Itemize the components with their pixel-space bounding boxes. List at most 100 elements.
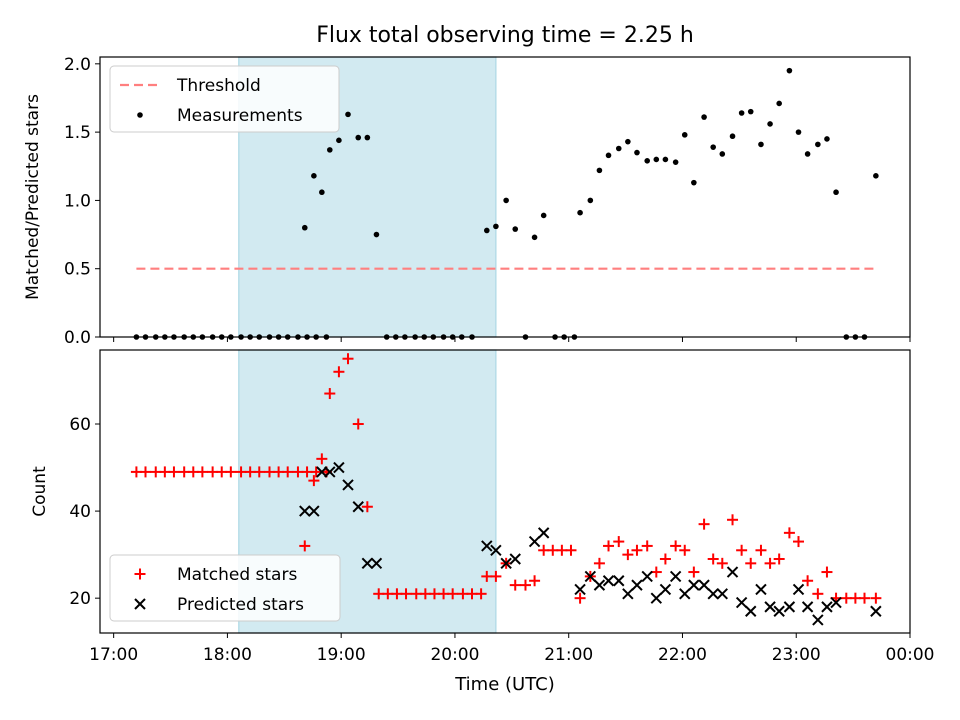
legend-predicted-swatch-b xyxy=(134,598,146,610)
matched-star-point xyxy=(603,540,615,552)
matched-star-point xyxy=(593,557,605,569)
top-panel: 0.0 0.5 1.0 1.5 2.0 Matched/Predicted stars Th… xyxy=(23,55,911,348)
matched-star-point xyxy=(565,544,577,556)
predicted-star-point xyxy=(716,588,728,600)
predicted-star-point xyxy=(688,579,700,591)
matched-star-point xyxy=(400,588,412,600)
matched-star-point xyxy=(324,388,336,400)
predicted-star-stroke-b xyxy=(801,601,814,613)
measurement-point xyxy=(531,234,538,241)
y-axis-label: Count xyxy=(30,466,50,517)
legend-label: Matched stars xyxy=(177,565,297,585)
predicted-star-stroke-b xyxy=(333,461,345,474)
measurement-point xyxy=(758,141,764,148)
matched-star-point xyxy=(196,466,208,478)
predicted-star-stroke-b xyxy=(490,544,502,556)
y-tick-label: 1.0 xyxy=(64,191,91,211)
measurement-point xyxy=(605,152,612,159)
measurement-point xyxy=(681,132,688,138)
legend: Threshold Measurements xyxy=(109,65,340,133)
matched-star-point xyxy=(802,575,814,587)
legend-label: Predicted stars xyxy=(177,595,304,615)
matched-star-point xyxy=(613,536,625,548)
measurement-point xyxy=(815,141,821,148)
predicted-star-stroke-b xyxy=(870,605,882,617)
measurement-point xyxy=(345,111,351,118)
measurement-point xyxy=(747,108,754,115)
measurement-point xyxy=(653,156,660,163)
matched-star-point xyxy=(509,579,521,591)
predicted-star-point xyxy=(821,601,833,613)
matched-star-point xyxy=(679,544,691,556)
predicted-star-stroke-b xyxy=(584,570,597,583)
matched-star-point xyxy=(764,557,776,569)
axes-frame xyxy=(99,56,911,338)
predicted-star-stroke-b xyxy=(764,601,776,613)
predicted-star-point xyxy=(324,466,336,478)
predicted-star-stroke-b xyxy=(707,588,719,600)
matched-star-point xyxy=(727,514,739,526)
measurement-point xyxy=(738,110,745,116)
predicted-star-stroke-b xyxy=(688,579,700,591)
predicted-star-point xyxy=(735,596,748,609)
predicted-star-point xyxy=(613,575,625,587)
y-tick-label: 1.5 xyxy=(64,123,91,143)
predicted-star-point xyxy=(361,557,374,570)
matched-star-point xyxy=(698,518,710,530)
measurement-point xyxy=(804,151,811,157)
predicted-star-point xyxy=(509,553,521,565)
predicted-star-point xyxy=(528,535,541,548)
predicted-star-point xyxy=(745,605,757,617)
matched-star-point xyxy=(529,575,541,587)
predicted-star-stroke-b xyxy=(509,553,521,565)
predicted-star-stroke-b xyxy=(352,501,364,513)
x-tick-label: 20:00 xyxy=(430,645,479,665)
y-tick-label: 20 xyxy=(69,589,91,609)
predicted-star-stroke-b xyxy=(659,583,672,596)
matched-star-point xyxy=(140,466,152,478)
measurement-point xyxy=(729,133,736,140)
matched-star-point xyxy=(168,466,180,478)
matched-star-point xyxy=(342,353,354,365)
predicted-star-point xyxy=(602,575,615,587)
measurement-point xyxy=(786,67,793,74)
matched-star-point xyxy=(670,540,682,552)
measurement-point xyxy=(540,212,547,219)
predicted-star-point xyxy=(584,570,597,583)
predicted-star-stroke-b xyxy=(613,575,625,587)
predicted-star-stroke-b xyxy=(593,579,606,591)
matched-star-point xyxy=(707,553,719,565)
matched-star-point xyxy=(812,588,824,600)
predicted-star-point xyxy=(631,579,643,591)
predicted-star-point xyxy=(755,583,767,596)
predicted-star-point xyxy=(352,501,364,513)
predicted-star-point xyxy=(342,479,354,491)
predicted-star-point xyxy=(669,570,682,583)
matched-star-point xyxy=(736,544,748,556)
predicted-star-point xyxy=(574,583,586,596)
predicted-star-stroke-b xyxy=(361,557,374,570)
predicted-star-stroke-b xyxy=(308,505,320,517)
measurement-point xyxy=(644,158,651,164)
y-tick-label: 0.0 xyxy=(64,328,91,348)
predicted-star-stroke-b xyxy=(342,479,354,491)
predicted-star-point xyxy=(333,461,345,474)
measurement-point xyxy=(625,138,631,145)
predicted-star-point xyxy=(812,614,824,626)
y-axis-label: Matched/Predicted stars xyxy=(23,94,43,300)
chart-title: Flux total observing time = 2.25 h xyxy=(316,23,694,48)
predicted-star-stroke-b xyxy=(830,596,842,609)
matched-star-point xyxy=(333,366,345,378)
predicted-star-stroke-b xyxy=(500,557,512,570)
measurement-point xyxy=(301,224,308,231)
x-tick-label: 21:00 xyxy=(544,645,593,665)
measurement-point xyxy=(596,167,603,174)
measurement-point xyxy=(719,151,726,157)
predicted-star-stroke-b xyxy=(299,505,311,517)
x-tick-label: 00:00 xyxy=(886,645,935,665)
predicted-star-stroke-b xyxy=(650,592,663,604)
legend: Matched stars Predicted stars xyxy=(109,554,341,622)
measurement-point xyxy=(355,134,362,141)
matched-star-point xyxy=(361,501,373,513)
